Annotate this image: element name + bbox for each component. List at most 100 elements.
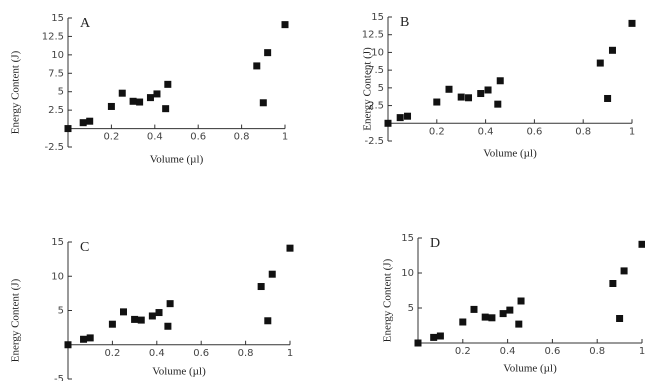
- point: [136, 98, 144, 106]
- y-tick-label: 2.5: [368, 101, 384, 112]
- x-tick-label: 0.2: [103, 132, 119, 143]
- y-tick-label: 15: [51, 13, 64, 24]
- y-tick-label: 10: [51, 50, 64, 61]
- point: [596, 59, 604, 67]
- point: [430, 333, 438, 341]
- y-tick-label: 7.5: [48, 68, 64, 79]
- y-tick-label: 5: [58, 87, 64, 98]
- y-tick-label: 15: [51, 237, 64, 248]
- point: [281, 21, 289, 29]
- point: [609, 280, 617, 287]
- x-tick-label: 0.4: [149, 348, 165, 359]
- x-tick-label: 0.4: [478, 126, 494, 137]
- point: [628, 19, 636, 27]
- panel-letter: D: [430, 236, 440, 251]
- point: [264, 49, 272, 57]
- point: [445, 85, 453, 93]
- y-tick-label: 10: [51, 271, 64, 282]
- y-tick-label: -2.5: [364, 136, 384, 147]
- point: [131, 315, 139, 323]
- x-tick-label: 0.6: [190, 132, 206, 143]
- point: [253, 62, 261, 70]
- point: [477, 90, 485, 98]
- point: [494, 100, 502, 108]
- point: [268, 270, 276, 278]
- x-tick-label: 0.2: [429, 126, 445, 137]
- point: [517, 297, 525, 305]
- point: [384, 119, 392, 127]
- point: [465, 94, 473, 102]
- point: [137, 316, 145, 324]
- x-tick-label: 1: [639, 346, 645, 357]
- y-axis-label: Energy Content (J): [10, 50, 22, 134]
- x-tick-label: 0.2: [455, 346, 471, 357]
- point: [608, 46, 616, 54]
- point: [86, 334, 94, 342]
- point: [488, 314, 496, 322]
- point: [506, 306, 514, 314]
- point: [286, 244, 294, 252]
- x-axis-label: Volume (µl): [152, 366, 206, 378]
- x-axis-label: Volume (µl): [483, 148, 537, 160]
- point: [79, 119, 87, 127]
- point: [638, 240, 645, 248]
- point: [162, 105, 170, 113]
- y-tick-label: 7.5: [368, 65, 384, 76]
- point: [499, 310, 507, 318]
- x-tick-label: 1: [282, 132, 288, 143]
- x-tick-label: 0.6: [526, 126, 542, 137]
- x-tick-label: 0.2: [104, 348, 120, 359]
- y-tick-label: 15: [371, 12, 384, 23]
- point: [616, 315, 624, 322]
- point: [259, 99, 267, 107]
- point: [108, 320, 116, 328]
- panel-letter: B: [400, 15, 409, 30]
- point: [80, 335, 88, 343]
- y-tick-label: -2.5: [44, 142, 64, 153]
- x-tick-label: 1: [629, 126, 635, 137]
- x-tick-label: 0.4: [147, 132, 163, 143]
- point: [120, 308, 127, 316]
- panel-letter: C: [80, 240, 89, 255]
- y-tick-label: 12.5: [362, 30, 384, 41]
- y-axis-label: Energy Content (J): [10, 278, 22, 362]
- x-tick-label: 0.8: [234, 132, 250, 143]
- point: [404, 112, 412, 120]
- point: [470, 305, 478, 313]
- panel-letter: A: [80, 16, 91, 31]
- point: [515, 320, 523, 328]
- point: [484, 86, 492, 94]
- y-tick-label: 15: [401, 233, 414, 244]
- y-axis-label: Energy Content (J): [362, 47, 374, 131]
- point: [166, 300, 174, 308]
- y-tick-label: 5: [408, 303, 414, 314]
- point: [396, 114, 404, 122]
- y-tick-label: 12.5: [42, 31, 64, 42]
- y-tick-label: 10: [371, 47, 384, 58]
- point: [604, 94, 612, 102]
- x-tick-label: 1: [287, 348, 293, 359]
- point: [481, 313, 489, 321]
- point: [164, 322, 172, 330]
- point: [148, 312, 156, 320]
- point: [414, 339, 422, 347]
- point: [457, 93, 465, 101]
- point: [459, 318, 467, 326]
- point: [64, 125, 72, 133]
- y-tick-label: -5: [54, 374, 64, 381]
- point: [496, 77, 504, 85]
- point: [86, 117, 94, 125]
- y-axis-label: Energy Content (J): [382, 258, 394, 342]
- point: [436, 332, 444, 340]
- point: [146, 94, 154, 102]
- y-tick-label: 5: [378, 83, 384, 94]
- point: [129, 97, 137, 105]
- x-tick-label: 0.8: [575, 126, 591, 137]
- point: [107, 102, 115, 110]
- y-tick-label: 10: [401, 268, 414, 279]
- y-tick-label: 5: [58, 306, 64, 317]
- point: [155, 309, 163, 317]
- x-tick-label: 0.6: [544, 346, 560, 357]
- point: [620, 267, 628, 275]
